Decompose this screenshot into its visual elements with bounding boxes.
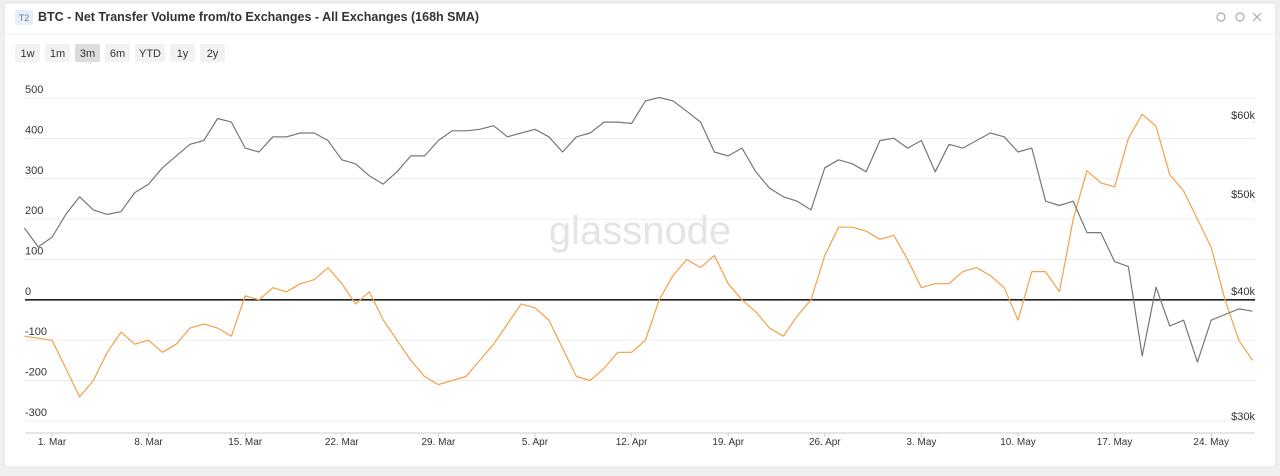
y-tick-label: 400	[25, 124, 43, 136]
x-tick-label: 10. May	[1000, 437, 1036, 448]
plot: -300 -200 -100 0 100 200 300 400 500 $30k $40k $50k…	[23, 84, 1255, 448]
series-line	[24, 113, 1254, 398]
y2-tick-label: $50k	[1231, 189, 1255, 201]
range-button-label[interactable]: 1w	[20, 48, 34, 60]
range-button-label[interactable]: YTD	[139, 48, 161, 60]
range-button-bg[interactable]	[170, 44, 195, 62]
y-tick-label: 0	[25, 286, 31, 298]
x-tick-label: 24. May	[1193, 437, 1229, 448]
range-button[interactable]: 1y	[170, 44, 195, 62]
x-tick-label: 5. Apr	[522, 437, 549, 448]
close-icon[interactable]	[1252, 12, 1262, 22]
y-tick-label: -200	[25, 367, 47, 379]
range-button-label[interactable]: 2y	[207, 48, 219, 60]
y-tick-label: 100	[25, 245, 43, 257]
watermark: glassnode	[549, 209, 731, 253]
range-button-bg[interactable]	[15, 44, 40, 62]
x-tick-label: 22. Mar	[325, 437, 360, 448]
range-buttons: 1w 1m 3m 6m YTD 1y 2y	[15, 44, 225, 62]
range-button[interactable]: 3m	[75, 44, 100, 62]
zoom-icon[interactable]	[1216, 12, 1226, 22]
y-tick-label: -100	[25, 326, 47, 338]
chart-title: BTC - Net Transfer Volume from/to Exchan…	[38, 10, 479, 24]
range-button-bg[interactable]	[45, 44, 70, 62]
range-button-bg[interactable]	[75, 44, 100, 62]
x-tick-label: 19. Apr	[712, 437, 744, 448]
range-button-bg[interactable]	[200, 44, 225, 62]
range-button[interactable]: YTD	[135, 44, 165, 62]
x-tick-label: 26. Apr	[809, 437, 841, 448]
range-button[interactable]: 1m	[45, 44, 70, 62]
range-button[interactable]: 2y	[200, 44, 225, 62]
range-button-bg[interactable]	[105, 44, 130, 62]
range-button-label[interactable]: 1y	[177, 48, 189, 60]
range-button[interactable]: 6m	[105, 44, 130, 62]
range-button-label[interactable]: 3m	[80, 48, 95, 60]
y2-tick-label: $60k	[1231, 110, 1255, 122]
range-button-bg[interactable]	[135, 44, 165, 62]
y-tick-label: -300	[25, 407, 47, 419]
card	[3, 2, 1277, 468]
range-button[interactable]: 1w	[15, 44, 40, 62]
y-tick-label: 500	[25, 84, 43, 96]
y-tick-label: 300	[25, 165, 43, 177]
badge-box	[15, 10, 33, 25]
x-tick-label: 3. May	[906, 437, 936, 448]
y-tick-label: 200	[25, 205, 43, 217]
y2-tick-label: $40k	[1231, 286, 1255, 298]
range-button-label[interactable]: 6m	[110, 48, 125, 60]
badge: T2	[19, 13, 30, 23]
x-tick-label: 12. Apr	[616, 437, 648, 448]
y2-tick-label: $30k	[1231, 411, 1255, 423]
header-icons[interactable]	[1216, 12, 1262, 22]
x-tick-label: 15. Mar	[228, 437, 263, 448]
x-tick-label: 1. Mar	[38, 437, 67, 448]
x-tick-label: 17. May	[1097, 437, 1133, 448]
series-line	[23, 96, 1253, 363]
x-tick-label: 29. Mar	[421, 437, 456, 448]
settings-icon[interactable]	[1235, 12, 1245, 22]
range-button-label[interactable]: 1m	[50, 48, 65, 60]
x-tick-label: 8. Mar	[134, 437, 163, 448]
